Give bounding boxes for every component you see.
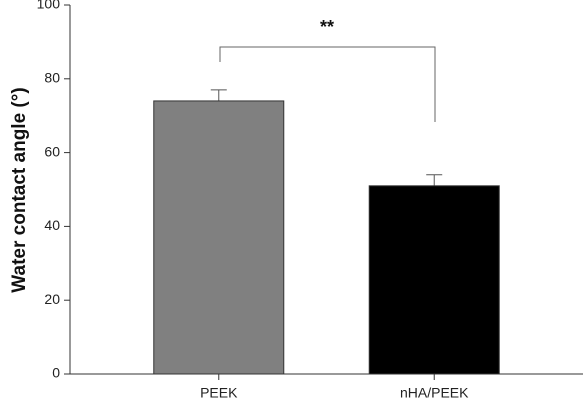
x-tick-label: nHA/PEEK [400, 385, 469, 401]
y-tick-label: 100 [37, 0, 61, 12]
bar [368, 185, 500, 375]
y-tick-label: 20 [44, 291, 60, 307]
y-tick-label: 80 [44, 70, 60, 86]
y-tick-label: 0 [52, 365, 60, 381]
y-tick-label: 60 [44, 143, 60, 159]
y-tick-label: 40 [44, 217, 60, 233]
x-tick-label: PEEK [200, 385, 238, 401]
y-axis-label: Water contact angle (°) [9, 87, 30, 292]
bar [153, 100, 285, 375]
significance-annotation: ** [320, 17, 334, 37]
significance-bracket [219, 46, 436, 122]
